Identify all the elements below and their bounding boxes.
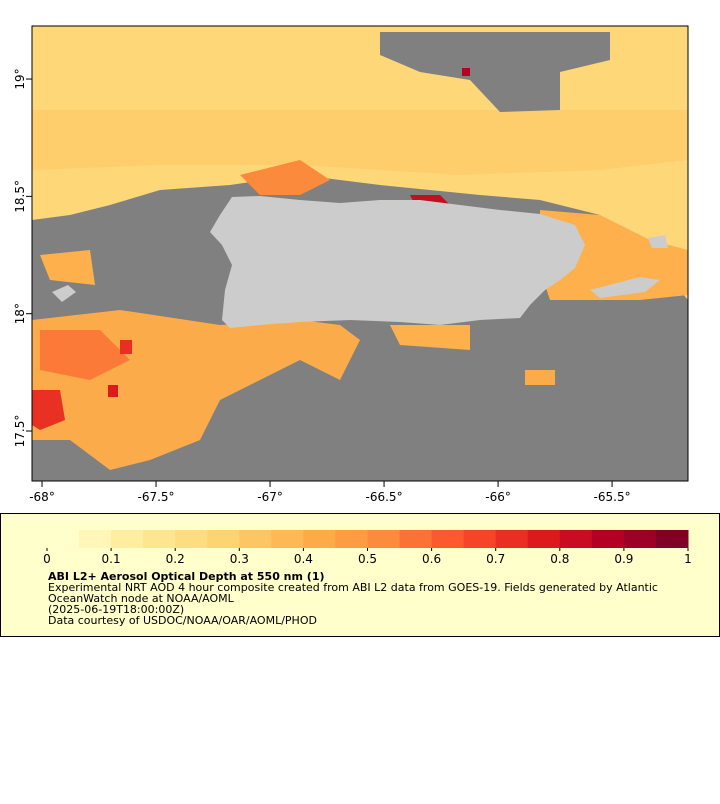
x-tick-label: -65.5° <box>594 490 631 504</box>
legend-line: OceanWatch node at NOAA/AOML <box>48 592 235 605</box>
colorbar-cell <box>655 530 689 548</box>
legend-line: (2025-06-19T18:00:00Z) <box>48 603 184 616</box>
colorbar-tick-label: 0.7 <box>486 552 505 566</box>
colorbar-cell <box>431 530 465 548</box>
land-puerto-rico <box>210 196 585 328</box>
no-data-patch <box>380 32 610 112</box>
colorbar-cell <box>111 530 144 548</box>
colorbar-cell <box>335 530 368 548</box>
colorbar-cell <box>495 530 529 548</box>
land-vieques <box>590 277 660 298</box>
land-culebra <box>648 235 668 248</box>
x-tick-label: -68° <box>29 490 55 504</box>
axes: -68° -67.5° -67° -66.5° -66° -65.5° 17.5° 18° 18… <box>13 68 631 504</box>
aerosol-mid <box>40 330 130 380</box>
land-mona <box>52 285 76 302</box>
colorbar-cell <box>79 530 112 548</box>
x-tick-label: -67.5° <box>138 490 175 504</box>
legend-line: Experimental NRT AOD 4 hour composite cr… <box>48 581 658 594</box>
colorbar-cell <box>303 530 336 548</box>
aerosol-high <box>108 385 118 397</box>
colorbar-cell <box>399 530 433 548</box>
aerosol-high <box>462 68 470 76</box>
aerosol-west <box>40 250 95 285</box>
colorbar-cell <box>591 530 625 548</box>
colorbar-tick-label: 0.9 <box>614 552 633 566</box>
colorbar-tick-label: 0.5 <box>358 552 377 566</box>
colorbar-cell <box>175 530 208 548</box>
x-tick-label: -66.5° <box>366 490 403 504</box>
colorbar-cell <box>527 530 561 548</box>
colorbar-cell <box>239 530 272 548</box>
colorbar-tick-label: 0.6 <box>422 552 441 566</box>
aerosol-band <box>32 110 688 175</box>
colorbar-cell <box>623 530 657 548</box>
aerosol-patch <box>525 370 555 385</box>
x-tick-label: -66° <box>485 490 511 504</box>
y-tick-label: 19° <box>13 68 27 89</box>
colorbar-cell <box>47 530 80 548</box>
aerosol-south <box>390 325 470 350</box>
colorbar-tick-label: 0.2 <box>166 552 185 566</box>
colorbar-cell <box>463 530 497 548</box>
colorbar: 0 0.1 0.2 0.3 0.4 0.5 0.6 0.7 0.8 0.9 1 <box>43 530 692 566</box>
colorbar-cell <box>207 530 240 548</box>
map-field <box>32 26 688 481</box>
x-tick-label: -67° <box>257 490 283 504</box>
aerosol-high <box>32 390 65 430</box>
plot-frame <box>31 25 689 482</box>
legend-title: ABI L2+ Aerosol Optical Depth at 550 nm … <box>48 570 325 583</box>
colorbar-tick-label: 0.8 <box>550 552 569 566</box>
colorbar-tick-label: 1 <box>684 552 692 566</box>
y-tick-label: 18.5° <box>13 180 27 213</box>
colorbar-tick-label: 0 <box>43 552 51 566</box>
colorbar-tick-label: 0.1 <box>102 552 121 566</box>
legend-line: Data courtesy of USDOC/NOAA/OAR/AOML/PHO… <box>48 614 317 627</box>
y-tick-label: 18° <box>13 303 27 324</box>
colorbar-cell <box>271 530 304 548</box>
colorbar-tick-label: 0.3 <box>230 552 249 566</box>
colorbar-cell <box>559 530 593 548</box>
colorbar-tick-label: 0.4 <box>294 552 313 566</box>
y-tick-label: 17.5° <box>13 415 27 448</box>
colorbar-cell <box>367 530 401 548</box>
colorbar-cell <box>143 530 176 548</box>
aerosol-high <box>240 160 330 195</box>
aerosol-high <box>120 340 132 354</box>
